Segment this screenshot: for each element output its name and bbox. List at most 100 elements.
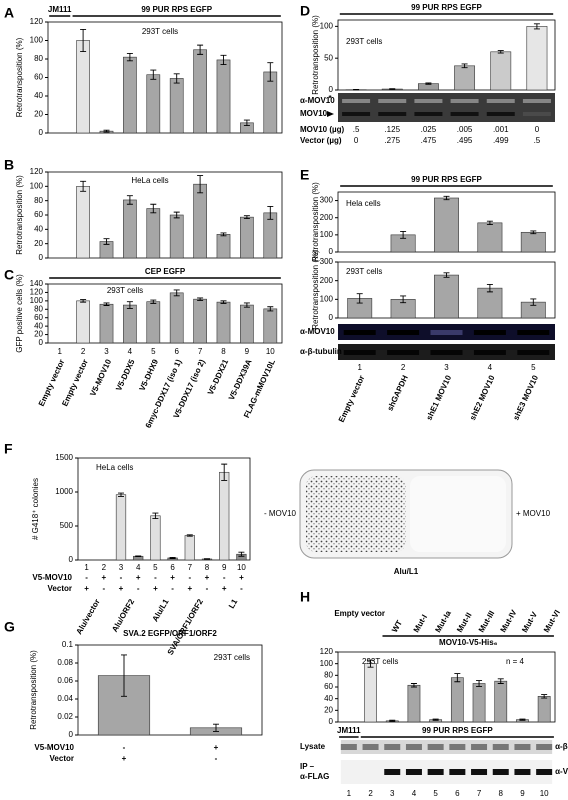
error-bar	[461, 63, 468, 69]
blot-label: α-V5	[555, 767, 568, 776]
mutant-label: Mut-III	[477, 609, 497, 634]
y-tick-label: 60	[34, 313, 43, 322]
lane-number: 9	[222, 563, 227, 572]
western-blot	[340, 740, 553, 754]
table-cell: .001	[493, 125, 509, 134]
table-cell: .495	[457, 136, 473, 145]
error-bar	[425, 82, 432, 85]
blot-label: α-FLAG	[300, 772, 329, 781]
y-tick-label: 0	[39, 128, 44, 137]
y-tick-label: 40	[34, 91, 43, 100]
lane-number: 3	[104, 347, 109, 356]
table-cell: .125	[384, 125, 400, 134]
lane-number: 3	[119, 563, 124, 572]
plot-title: HeLa cells	[131, 176, 168, 185]
blot-band	[387, 330, 420, 335]
bar	[537, 696, 551, 723]
blot-band	[378, 99, 407, 103]
category-label: V5-DDX39A	[227, 358, 254, 402]
error-bar	[152, 512, 159, 519]
table-cell: .005	[457, 125, 473, 134]
bar	[216, 301, 231, 344]
error-bar	[454, 673, 461, 683]
mutant-label: Mut-Ia	[433, 609, 453, 634]
bar	[146, 208, 161, 259]
y-tick-label: 0.06	[57, 676, 73, 685]
panel-label: G	[4, 619, 15, 635]
group-label: SVA/ORF1/ORF2	[166, 597, 206, 657]
y-tick-label: 100	[30, 296, 44, 305]
blot-band	[340, 744, 357, 750]
blot-band	[387, 350, 420, 355]
y-axis-label: GFP positive cells (%)	[15, 274, 24, 353]
y-axis-label: # G418⁺ colonies	[31, 478, 40, 540]
y-axis-label: Retrotransposition (%)	[15, 175, 24, 255]
y-tick-label: 40	[34, 321, 43, 330]
category-label: shE3 MOV10	[511, 373, 540, 421]
error-bar	[400, 295, 407, 304]
table-row-name: Vector (µg)	[300, 136, 342, 145]
error-bar	[356, 293, 363, 304]
error-bar	[410, 683, 417, 688]
error-bar	[126, 53, 133, 62]
error-bar	[486, 220, 493, 226]
plot-title: 293T cells	[214, 653, 250, 662]
error-bar	[126, 195, 133, 205]
error-bar	[486, 283, 493, 293]
blot-label: α-MOV10	[300, 96, 335, 105]
plot-frame	[77, 457, 251, 561]
category-label: V5-MOV10	[88, 357, 113, 397]
lane-number: 9	[520, 789, 525, 798]
blot-label: MOV10	[300, 109, 328, 118]
header-left: JM111	[337, 726, 361, 735]
lane-number: 4	[488, 363, 493, 372]
error-bar	[150, 203, 157, 214]
plot-title: Hela cells	[346, 199, 381, 208]
lane-number: 7	[477, 789, 482, 798]
y-tick-label: 200	[320, 276, 334, 285]
y-tick-label: 0	[69, 555, 74, 564]
western-blot	[338, 93, 555, 122]
lane-number: 2	[81, 347, 86, 356]
y-axis-label: Retrotransposition (%)	[311, 250, 320, 330]
category-label: Empty vector	[337, 374, 367, 424]
error-bar	[173, 211, 180, 219]
bar	[477, 222, 503, 253]
plot-title: 293T cells	[346, 37, 382, 46]
error-bar	[150, 299, 157, 304]
bar	[76, 300, 90, 344]
error-bar	[126, 301, 133, 309]
photo-left-label: - MOV10	[264, 509, 297, 518]
plot-note: n = 4	[506, 657, 525, 666]
lane-number: 5	[153, 563, 158, 572]
error-bar	[80, 180, 87, 192]
error-bar	[443, 195, 450, 201]
row-mark: -	[123, 743, 126, 752]
y-tick-label: 200	[320, 213, 334, 222]
blot-band	[450, 99, 479, 103]
bar	[169, 292, 184, 344]
blot-band	[517, 330, 550, 335]
lane-number: 5	[531, 363, 536, 372]
y-tick-label: 80	[34, 304, 43, 313]
lane-number: 9	[245, 347, 250, 356]
table-cell: .025	[421, 125, 437, 134]
lane-number: 3	[390, 789, 395, 798]
table-cell: 0	[354, 136, 359, 145]
blot-band	[427, 744, 444, 750]
panel-label: H	[300, 589, 310, 605]
y-tick-label: 40	[324, 694, 333, 703]
blot-band	[384, 769, 401, 775]
blot-band	[450, 112, 479, 116]
bar	[454, 65, 476, 91]
bar	[123, 304, 137, 344]
error-bar	[243, 119, 250, 127]
y-tick-label: 0	[329, 247, 334, 256]
blot-band	[405, 769, 422, 775]
row-name: Vector	[50, 754, 74, 763]
error-bar	[103, 129, 110, 133]
bar	[76, 186, 90, 259]
group-label: L1	[227, 597, 240, 610]
error-bar	[389, 719, 396, 722]
error-bar	[443, 272, 450, 278]
